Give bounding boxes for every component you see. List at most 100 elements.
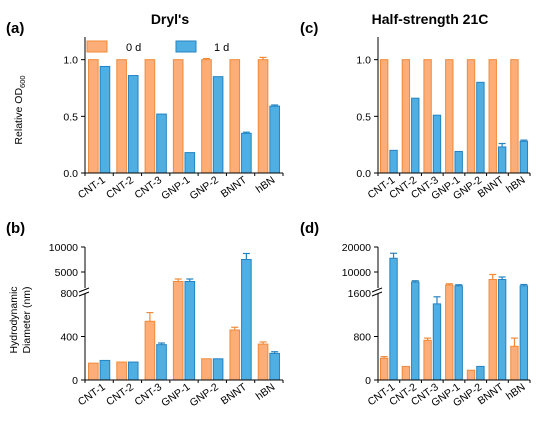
bar-a-cnt-1-0d xyxy=(88,59,99,174)
xtick-b-cnt-1: CNT-1 xyxy=(76,381,108,408)
xtick-b-gnp-2: GNP-2 xyxy=(188,381,221,409)
bar-a-bnnt-0d xyxy=(229,59,241,174)
ytick-b-0: 0 xyxy=(72,375,78,387)
bar-c-bnnt-1d xyxy=(497,146,507,174)
ylabel-diameter: Diameter (nm) xyxy=(21,286,33,353)
ytick-a-1.0: 1.0 xyxy=(63,55,78,67)
bar-a-cnt-2-0d xyxy=(116,59,127,174)
bar-d-gnp-2-0d xyxy=(466,369,476,381)
bar-b-cnt-2-1d xyxy=(127,361,139,381)
bar-a-gnp-1-0d xyxy=(172,59,184,174)
panel-label-b: (b) xyxy=(6,220,25,237)
xtick-a-hbn: hBN xyxy=(254,174,278,196)
xtick-b-gnp-1: GNP-1 xyxy=(159,381,192,409)
bar-c-hbn-1d xyxy=(519,140,529,174)
bar-a-cnt-1-1d xyxy=(99,65,111,174)
bar-c-cnt-1-1d xyxy=(389,149,398,174)
xtick-a-cnt-2: CNT-2 xyxy=(104,174,136,201)
xtick-b-cnt-3: CNT-3 xyxy=(132,381,164,408)
title-dryls: Dryl's xyxy=(151,11,190,27)
bar-b-cnt-1-1d xyxy=(99,359,111,381)
bar-c-cnt-2-1d xyxy=(411,97,420,174)
bar-b-hbn-0d xyxy=(257,343,269,381)
xtick-d-hbn: hBN xyxy=(504,381,528,403)
xtick-a-gnp-2: GNP-2 xyxy=(188,174,221,202)
axis-break-mask-d xyxy=(372,288,384,294)
bar-d-gnp-1-0d xyxy=(445,284,454,381)
legend-swatch-1d xyxy=(175,40,197,53)
xtick-a-cnt-1: CNT-1 xyxy=(76,174,108,201)
bar-d-gnp-1-1d xyxy=(454,285,463,381)
ytick-d-0: 0 xyxy=(365,375,371,387)
bar-b-cnt-3-0d xyxy=(144,320,156,381)
bar-c-gnp-1-1d xyxy=(454,150,463,174)
bar-d-cnt-2-1d xyxy=(411,281,420,381)
bar-b-bnnt-0d xyxy=(229,329,241,381)
bar-b-hbn-1d xyxy=(269,352,280,381)
bar-a-gnp-1-1d xyxy=(184,152,196,174)
ytick-a-0.0: 0.0 xyxy=(63,168,78,180)
ytick-d-20000: 20000 xyxy=(342,242,371,254)
ytick-c-0.0: 0.0 xyxy=(356,168,371,180)
bar-c-cnt-3-1d xyxy=(432,114,442,174)
legend-swatch-0d xyxy=(86,40,108,53)
xtick-b-hbn: hBN xyxy=(254,381,278,403)
bar-d-gnp-2-1d xyxy=(476,365,485,381)
bar-a-cnt-2-1d xyxy=(127,75,139,174)
bar-b-cnt-3-1d xyxy=(156,344,167,381)
panel-label-d: (d) xyxy=(300,220,319,237)
ylabel-hydrodynamic: Hydrodynamic xyxy=(8,286,20,353)
ylabel-relative-od-main: Relative OD xyxy=(13,88,25,145)
ytick-d-1600: 1600 xyxy=(348,288,372,300)
bar-c-cnt-1-0d xyxy=(379,59,389,174)
ytick-d-800: 800 xyxy=(353,332,371,344)
legend: 0 d 1 d xyxy=(86,40,229,54)
legend-label-1d: 1 d xyxy=(214,42,229,54)
bar-d-cnt-1-0d xyxy=(379,357,389,381)
panel-label-c: (c) xyxy=(300,20,318,37)
bar-c-gnp-2-0d xyxy=(466,59,476,174)
xtick-a-bnnt: BNNT xyxy=(219,174,250,201)
bar-d-hbn-0d xyxy=(510,345,519,381)
ytick-c-1.0: 1.0 xyxy=(356,55,371,67)
bar-d-cnt-3-0d xyxy=(423,339,432,381)
bar-b-gnp-2-0d xyxy=(201,358,212,381)
ytick-b-10000: 10000 xyxy=(49,242,78,254)
bar-a-hbn-1d xyxy=(269,105,280,174)
axis-break-lower-d xyxy=(371,291,383,297)
bar-d-cnt-2-0d xyxy=(401,365,411,381)
axis-break-mask-b xyxy=(79,288,91,294)
ytick-b-400: 400 xyxy=(60,332,78,344)
bar-b-gnp-2-1d xyxy=(212,358,224,381)
bar-a-gnp-2-0d xyxy=(201,59,212,174)
xtick-c-hbn: hBN xyxy=(504,174,528,196)
ylabel-relative-od: Relative OD600 xyxy=(13,75,27,144)
title-half-strength: Half-strength 21C xyxy=(372,11,489,27)
bar-b-cnt-2-0d xyxy=(116,361,127,381)
bar-c-hbn-0d xyxy=(510,59,519,174)
bar-a-cnt-3-0d xyxy=(144,59,156,174)
axis-break-upper-d xyxy=(371,287,383,293)
bar-c-cnt-3-0d xyxy=(423,59,432,174)
axis-break-upper-b xyxy=(78,287,90,293)
bar-b-bnnt-1d xyxy=(241,259,252,381)
ylabel-relative-od-sub: 600 xyxy=(18,75,27,88)
legend-label-0d: 0 d xyxy=(126,42,141,54)
bar-b-gnp-1-0d xyxy=(172,281,184,381)
xtick-b-bnnt: BNNT xyxy=(219,381,250,408)
bar-c-gnp-2-1d xyxy=(476,81,485,174)
panel-label-a: (a) xyxy=(6,20,24,37)
ytick-a-0.5: 0.5 xyxy=(63,111,78,123)
bar-d-cnt-3-1d xyxy=(432,303,442,381)
ytick-c-0.5: 0.5 xyxy=(356,111,371,123)
xtick-b-cnt-2: CNT-2 xyxy=(104,381,136,408)
ytick-b-5000: 5000 xyxy=(55,267,79,279)
bar-a-bnnt-1d xyxy=(241,132,252,174)
axis-break-lower-b xyxy=(78,291,90,297)
xtick-a-gnp-1: GNP-1 xyxy=(159,174,192,202)
bar-d-cnt-1-1d xyxy=(389,257,398,381)
bar-a-gnp-2-1d xyxy=(212,76,224,174)
ytick-b-800: 800 xyxy=(60,288,78,300)
bar-d-bnnt-0d xyxy=(488,279,497,381)
